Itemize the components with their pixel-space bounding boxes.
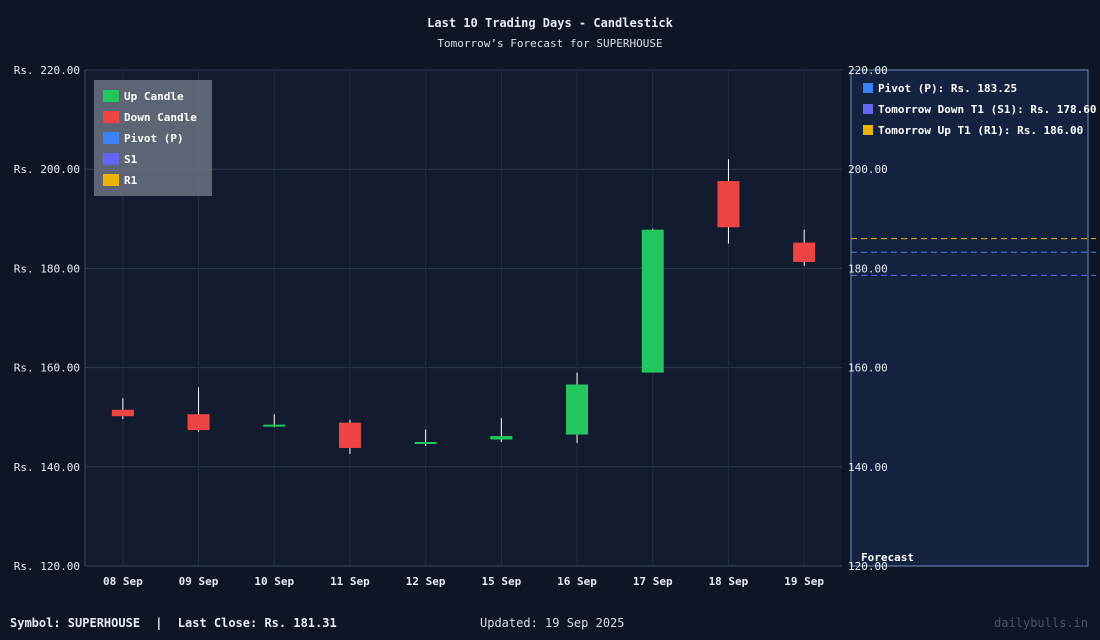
x-tick-label: 15 Sep — [481, 575, 521, 588]
footer-symbol: Symbol: SUPERHOUSE — [10, 616, 141, 630]
x-tick-label: 18 Sep — [709, 575, 749, 588]
x-tick-label: 09 Sep — [179, 575, 219, 588]
footer-last-close: Last Close: Rs. 181.31 — [177, 616, 337, 630]
legend-swatch — [103, 90, 119, 102]
chart-subtitle: Tomorrow’s Forecast for SUPERHOUSE — [437, 37, 663, 50]
footer-separator: | — [155, 616, 163, 630]
up-candle — [641, 229, 664, 373]
up-candle — [414, 442, 437, 444]
up-candle — [490, 436, 513, 440]
x-tick-label: 19 Sep — [784, 575, 824, 588]
x-tick-label: 12 Sep — [406, 575, 446, 588]
forecast-legend-swatch — [863, 104, 873, 114]
forecast-tick-label: 200.00 — [848, 163, 888, 176]
down-candle — [717, 181, 740, 228]
footer-updated: Updated: 19 Sep 2025 — [480, 616, 625, 630]
forecast-legend-swatch — [863, 83, 873, 93]
forecast-legend-swatch — [863, 125, 873, 135]
legend-label: Pivot (P) — [124, 132, 184, 145]
x-tick-label: 17 Sep — [633, 575, 673, 588]
legend-label: S1 — [124, 153, 138, 166]
forecast-label: Forecast — [861, 551, 914, 564]
forecast-panel — [850, 69, 1089, 567]
legend-swatch — [103, 132, 119, 144]
down-candle — [793, 242, 816, 262]
chart-title: Last 10 Trading Days - Candlestick — [427, 16, 673, 30]
x-tick-label: 08 Sep — [103, 575, 143, 588]
forecast-tick-label: 180.00 — [848, 262, 888, 275]
y-tick-label: Rs. 180.00 — [14, 262, 80, 275]
footer-brand: dailybulls.in — [994, 616, 1088, 630]
down-candle — [338, 422, 361, 448]
down-candle — [187, 414, 210, 431]
forecast-tick-label: 140.00 — [848, 461, 888, 474]
y-tick-label: Rs. 140.00 — [14, 461, 80, 474]
forecast-legend-label: Tomorrow Up T1 (R1): Rs. 186.00 — [878, 124, 1083, 137]
legend-label: Up Candle — [124, 90, 184, 103]
y-tick-label: Rs. 220.00 — [14, 64, 80, 77]
forecast-tick-label: 160.00 — [848, 362, 888, 375]
up-candle — [263, 424, 286, 427]
legend-swatch — [103, 153, 119, 165]
y-tick-label: Rs. 160.00 — [14, 362, 80, 375]
legend-label: R1 — [124, 174, 138, 187]
forecast-legend-label: Tomorrow Down T1 (S1): Rs. 178.60 — [878, 103, 1097, 116]
up-candle — [566, 384, 589, 435]
forecast-legend-label: Pivot (P): Rs. 183.25 — [878, 82, 1017, 95]
down-candle — [111, 409, 134, 417]
forecast-tick-label: 120.00 — [848, 560, 888, 573]
x-tick-label: 10 Sep — [254, 575, 294, 588]
y-tick-label: Rs. 120.00 — [14, 560, 80, 573]
legend-swatch — [103, 174, 119, 186]
legend-label: Down Candle — [124, 111, 197, 124]
x-tick-label: 16 Sep — [557, 575, 597, 588]
y-tick-label: Rs. 200.00 — [14, 163, 80, 176]
x-tick-label: 11 Sep — [330, 575, 370, 588]
legend-swatch — [103, 111, 119, 123]
candlestick-chart: Rs. 220.00 Rs. 200.00 Rs. 180.00 Rs. 160.00… — [14, 64, 1097, 588]
forecast-tick-label: 220.00 — [848, 64, 888, 77]
